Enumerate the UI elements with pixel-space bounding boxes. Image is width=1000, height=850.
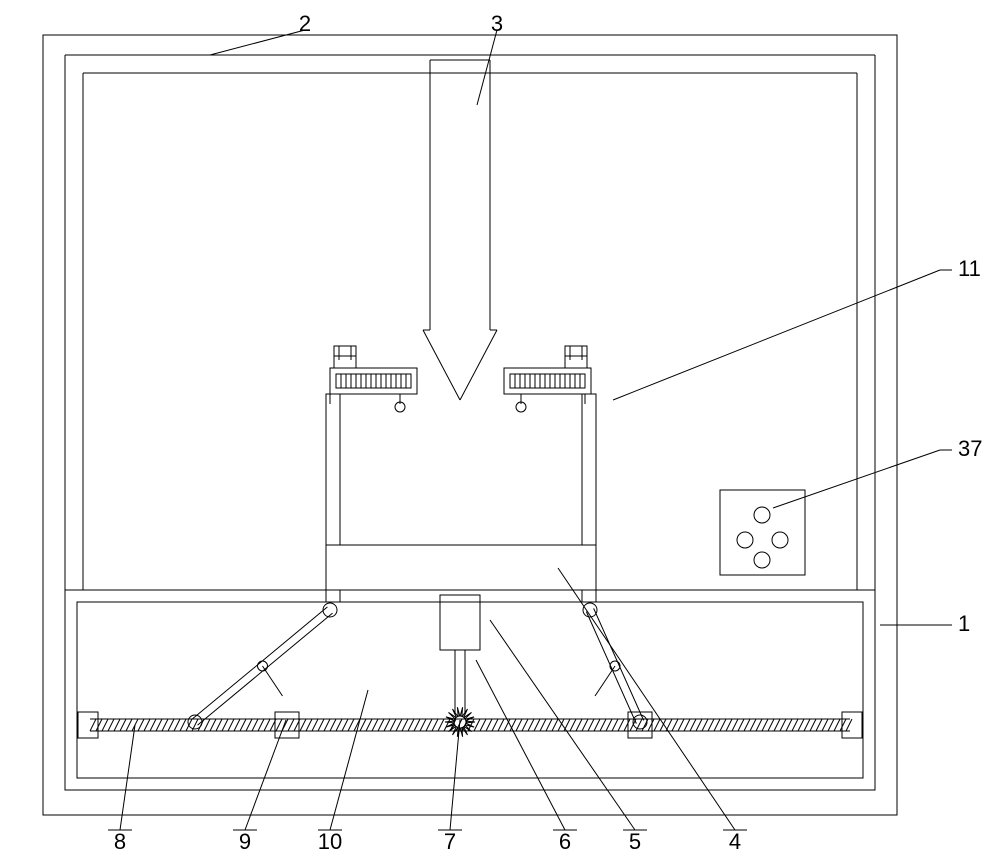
svg-text:2: 2	[299, 11, 311, 36]
svg-text:10: 10	[318, 829, 342, 850]
svg-text:7: 7	[444, 829, 456, 850]
svg-text:5: 5	[629, 829, 641, 850]
svg-text:6: 6	[559, 829, 571, 850]
svg-text:37: 37	[958, 436, 982, 461]
svg-text:1: 1	[958, 611, 970, 636]
svg-text:9: 9	[239, 829, 251, 850]
svg-text:8: 8	[114, 829, 126, 850]
svg-text:11: 11	[958, 256, 981, 281]
engineering-diagram: 2 3 11 37 1 4 5 6 7 10 9 8	[0, 0, 1000, 850]
outer-frame	[43, 35, 897, 815]
svg-text:4: 4	[729, 829, 741, 850]
svg-text:3: 3	[491, 11, 503, 36]
